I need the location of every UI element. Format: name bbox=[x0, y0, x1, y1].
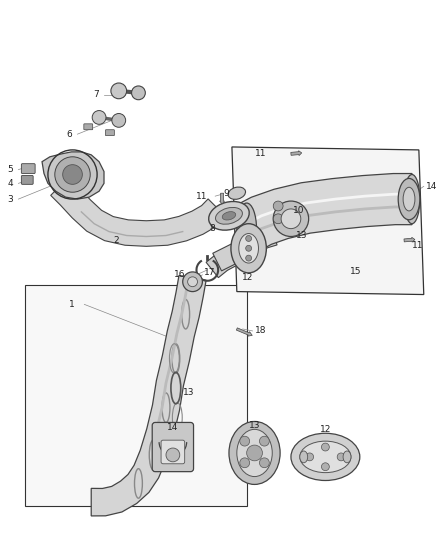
Polygon shape bbox=[235, 174, 412, 251]
FancyBboxPatch shape bbox=[21, 164, 35, 174]
Ellipse shape bbox=[237, 203, 257, 254]
Ellipse shape bbox=[246, 236, 251, 241]
Circle shape bbox=[92, 110, 106, 124]
Ellipse shape bbox=[291, 433, 360, 481]
Ellipse shape bbox=[239, 233, 258, 263]
Text: 16: 16 bbox=[174, 270, 186, 279]
Circle shape bbox=[321, 463, 329, 471]
Circle shape bbox=[306, 453, 314, 461]
Text: 15: 15 bbox=[350, 268, 361, 277]
FancyArrow shape bbox=[404, 237, 415, 242]
Ellipse shape bbox=[300, 441, 351, 473]
Circle shape bbox=[166, 448, 180, 462]
Ellipse shape bbox=[215, 207, 242, 224]
Circle shape bbox=[259, 458, 269, 468]
Circle shape bbox=[281, 209, 301, 229]
FancyBboxPatch shape bbox=[106, 130, 114, 135]
Text: 8: 8 bbox=[209, 224, 215, 233]
Text: 7: 7 bbox=[93, 90, 99, 99]
Circle shape bbox=[273, 201, 283, 211]
Text: 1: 1 bbox=[69, 300, 74, 309]
Ellipse shape bbox=[228, 187, 246, 199]
Polygon shape bbox=[51, 177, 226, 246]
Ellipse shape bbox=[246, 255, 251, 261]
Text: 5: 5 bbox=[8, 165, 14, 174]
Text: 12: 12 bbox=[242, 273, 254, 282]
Polygon shape bbox=[206, 226, 277, 278]
Circle shape bbox=[112, 114, 126, 127]
FancyArrow shape bbox=[291, 151, 302, 156]
Polygon shape bbox=[91, 276, 206, 516]
Circle shape bbox=[247, 445, 262, 461]
Polygon shape bbox=[42, 152, 104, 199]
Circle shape bbox=[273, 214, 283, 224]
Text: 6: 6 bbox=[67, 130, 73, 139]
Text: 14: 14 bbox=[426, 182, 437, 191]
Text: 10: 10 bbox=[293, 206, 304, 215]
Text: 17: 17 bbox=[205, 269, 216, 277]
Text: 14: 14 bbox=[167, 423, 179, 432]
Text: 13: 13 bbox=[296, 231, 307, 240]
Circle shape bbox=[63, 165, 82, 184]
Ellipse shape bbox=[246, 245, 251, 251]
Text: 11: 11 bbox=[412, 241, 424, 250]
Ellipse shape bbox=[403, 187, 415, 211]
Circle shape bbox=[240, 436, 250, 446]
Polygon shape bbox=[213, 239, 251, 271]
Text: 12: 12 bbox=[320, 425, 331, 434]
Ellipse shape bbox=[229, 422, 280, 484]
Circle shape bbox=[259, 436, 269, 446]
Ellipse shape bbox=[237, 430, 272, 477]
Circle shape bbox=[273, 201, 309, 237]
Text: 13: 13 bbox=[183, 389, 194, 398]
Text: 11: 11 bbox=[196, 192, 207, 200]
Ellipse shape bbox=[404, 174, 420, 224]
Ellipse shape bbox=[300, 451, 307, 463]
Ellipse shape bbox=[208, 201, 249, 230]
Circle shape bbox=[131, 86, 145, 100]
Circle shape bbox=[111, 83, 127, 99]
Polygon shape bbox=[25, 285, 247, 506]
Text: 2: 2 bbox=[113, 236, 119, 245]
Ellipse shape bbox=[343, 451, 351, 463]
FancyBboxPatch shape bbox=[152, 423, 194, 472]
Polygon shape bbox=[232, 147, 424, 295]
Circle shape bbox=[183, 272, 202, 292]
FancyBboxPatch shape bbox=[21, 175, 33, 184]
Text: 18: 18 bbox=[254, 326, 266, 335]
FancyArrow shape bbox=[237, 328, 252, 336]
Ellipse shape bbox=[398, 179, 420, 220]
Circle shape bbox=[240, 458, 250, 468]
Ellipse shape bbox=[231, 224, 266, 273]
Text: 4: 4 bbox=[8, 179, 14, 188]
FancyBboxPatch shape bbox=[84, 124, 93, 130]
Text: 3: 3 bbox=[8, 195, 14, 204]
Text: 11: 11 bbox=[255, 149, 266, 158]
Text: 9: 9 bbox=[223, 189, 229, 198]
Circle shape bbox=[321, 443, 329, 451]
FancyArrow shape bbox=[219, 193, 225, 204]
Ellipse shape bbox=[222, 212, 236, 220]
Circle shape bbox=[187, 277, 198, 287]
FancyBboxPatch shape bbox=[161, 440, 185, 464]
Circle shape bbox=[55, 157, 90, 192]
Text: 13: 13 bbox=[249, 421, 260, 430]
Circle shape bbox=[337, 453, 345, 461]
